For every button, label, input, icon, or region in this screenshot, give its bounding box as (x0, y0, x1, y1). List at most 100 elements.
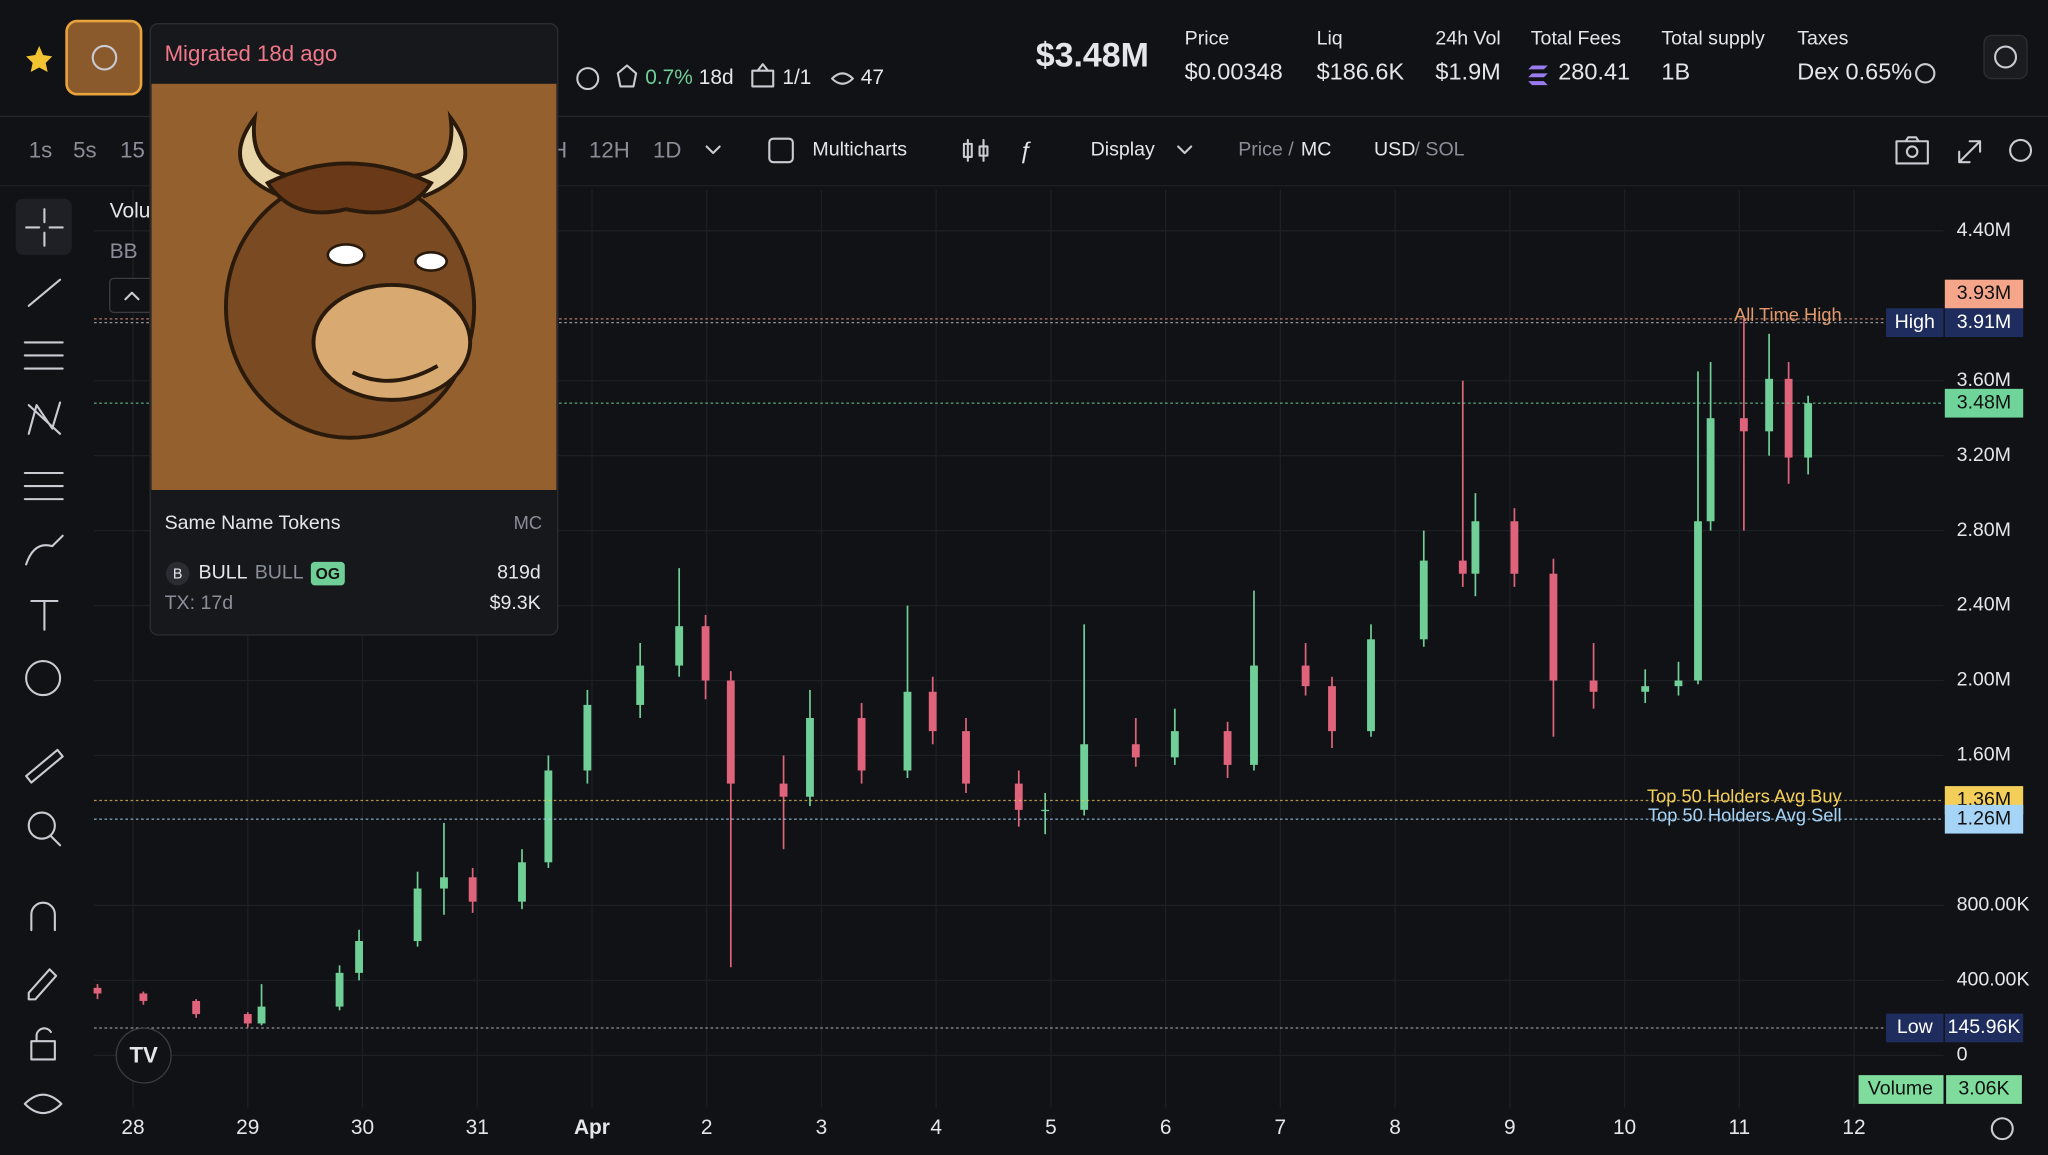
price-tag-label: High (1895, 311, 1935, 333)
token-avatar[interactable] (65, 19, 143, 96)
stat-label: Total supply (1661, 28, 1765, 50)
chevron[interactable] (705, 145, 721, 155)
x-tick-label: 10 (1613, 1116, 1636, 1139)
fullscreen-icon[interactable] (1958, 140, 1982, 164)
candle-body (1080, 744, 1089, 810)
zoom-tool[interactable] (27, 811, 56, 840)
y-tick-label: 3.20M (1957, 444, 2011, 466)
mc-toggle[interactable]: MC (1301, 139, 1331, 161)
tradingview-logo[interactable] (115, 1027, 172, 1084)
candle-body (93, 987, 102, 994)
chevron[interactable] (1177, 145, 1193, 155)
bull-mouth (351, 364, 439, 383)
pattern-tool[interactable] (27, 401, 62, 435)
brush-tool[interactable] (25, 534, 64, 566)
price-tag (1886, 1013, 1944, 1043)
price-annotation: Top 50 Holders Avg Buy (1647, 786, 1842, 807)
price-badge (1944, 804, 2024, 834)
emoji-tool[interactable] (25, 660, 62, 697)
interval[interactable]: 12H (589, 138, 630, 163)
popup-title: Migrated 18d ago (165, 41, 338, 66)
info-icon[interactable] (1915, 63, 1936, 84)
x-tick-label: 12 (1842, 1116, 1865, 1139)
search-icon (91, 44, 118, 71)
indicator-icon[interactable] (962, 138, 989, 162)
projection-tool[interactable] (23, 471, 64, 501)
token-avatar (165, 561, 190, 586)
display[interactable]: Display (1091, 139, 1155, 161)
x-tick-label: 8 (1389, 1116, 1401, 1139)
zoom-handle (49, 835, 62, 847)
candle-body (1041, 809, 1050, 812)
usd-toggle[interactable]: USD (1374, 139, 1415, 161)
interval[interactable]: 1s (29, 138, 52, 163)
candle-body (1804, 403, 1813, 458)
text-tool[interactable] (30, 599, 59, 631)
horns (238, 110, 468, 199)
stat-label: 24h Vol (1435, 28, 1500, 50)
trendline-tool[interactable] (27, 278, 62, 307)
ruler-tool[interactable] (25, 748, 64, 784)
candle-body (1419, 560, 1428, 640)
stat-value: $0.00348 (1185, 59, 1283, 85)
price-badge (1944, 1013, 2024, 1043)
volume-label: Volume (1868, 1078, 1933, 1100)
candle-body (962, 731, 970, 784)
x-tick-label: Apr (574, 1116, 610, 1139)
candle-body (355, 941, 363, 973)
candle-body (675, 626, 684, 666)
price-annotation: Top 50 Holders Avg Sell (1648, 804, 1842, 825)
crosshair-tool[interactable] (25, 208, 64, 247)
sol-icon (1528, 65, 1548, 86)
sol-toggle[interactable]: / SOL (1415, 139, 1465, 161)
search-icon[interactable] (576, 67, 600, 91)
y-tick-label: 800.00K (1957, 894, 2030, 916)
favorite-star[interactable] (26, 45, 53, 73)
x-tick-label: 7 (1275, 1116, 1287, 1139)
candle-body (518, 862, 526, 902)
token-age: 18d (699, 66, 734, 89)
stat-value: $1.9M (1435, 59, 1500, 85)
checkbox[interactable] (768, 137, 794, 164)
lock-tool[interactable] (30, 1027, 56, 1061)
price-badge-label: 145.96K (1948, 1016, 2021, 1038)
candle-body (903, 691, 912, 771)
candle-body (1170, 731, 1179, 758)
stat-label: Total Fees (1531, 28, 1622, 50)
candle-body (779, 783, 788, 797)
candle-body (257, 1006, 266, 1024)
price-annotation: All Time High (1734, 304, 1842, 325)
candle-body (1674, 680, 1683, 687)
magnet-tool[interactable] (30, 901, 56, 932)
interval[interactable]: 5s (73, 138, 96, 163)
interval[interactable]: 15 (120, 138, 145, 163)
settings-icon[interactable] (2009, 138, 2033, 162)
x-tick-label: 5 (1045, 1116, 1057, 1139)
legend-volume: Volu (110, 199, 151, 222)
holders-icon (616, 64, 638, 88)
price-toggle[interactable]: Price / (1238, 139, 1294, 161)
volume-badge (1858, 1075, 1944, 1104)
collapse-button[interactable] (109, 277, 155, 314)
token-name: BULL (255, 562, 304, 584)
add-button[interactable] (1983, 34, 2028, 80)
interval[interactable]: 1D (653, 138, 681, 163)
fx-icon[interactable]: ƒ (1019, 137, 1032, 163)
avatar-letter: B (173, 567, 183, 583)
fib-tool[interactable] (23, 341, 64, 370)
multicharts[interactable]: Multicharts (812, 139, 907, 161)
visibility-tool[interactable] (23, 1093, 63, 1115)
axis-settings[interactable] (1990, 1117, 2014, 1141)
candle-body (1694, 521, 1702, 681)
candle-body (1784, 378, 1793, 458)
candle-body (440, 877, 448, 889)
token-symbol[interactable]: BULL (199, 562, 248, 584)
candle-body (1367, 639, 1375, 732)
lock-draw-tool[interactable] (27, 968, 58, 1001)
candle-body (1739, 418, 1748, 432)
candle-body (1706, 418, 1715, 522)
intervals: 1s 5s 15 H 12H 1D (29, 138, 682, 163)
camera-icon[interactable] (1895, 136, 1929, 165)
token-mc: $9.3K (490, 592, 541, 614)
candle-body (139, 993, 148, 1001)
